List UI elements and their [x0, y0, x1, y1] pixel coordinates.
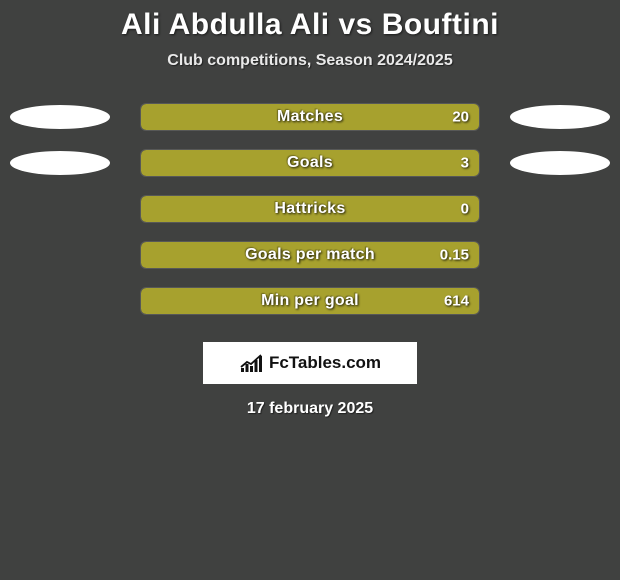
player2-value-placeholder [510, 105, 610, 129]
stat-row: Goals per match0.15 [0, 232, 620, 278]
comparison-panel: Ali Abdulla Ali vs Bouftini Club competi… [0, 0, 620, 418]
stat-row: Min per goal614 [0, 278, 620, 324]
stat-bar: Hattricks0 [140, 195, 480, 223]
player2-value-placeholder [510, 151, 610, 175]
stat-row: Goals3 [0, 140, 620, 186]
stat-bar: Goals3 [140, 149, 480, 177]
stat-value-player1: 614 [444, 293, 469, 310]
stat-bar-wrap: Matches20 [110, 103, 510, 131]
stat-bar: Matches20 [140, 103, 480, 131]
stat-label: Goals per match [141, 246, 479, 264]
stat-bar: Min per goal614 [140, 287, 480, 315]
brand-text: FcTables.com [269, 353, 381, 373]
stat-bar-wrap: Goals3 [110, 149, 510, 177]
stat-label: Hattricks [141, 200, 479, 218]
stat-rows: Matches20 Goals3 Hattricks0 Goals per match… [0, 94, 620, 324]
subtitle: Club competitions, Season 2024/2025 [0, 52, 620, 70]
chart-icon [239, 353, 263, 373]
stat-bar-wrap: Goals per match0.15 [110, 241, 510, 269]
player1-value-placeholder [10, 105, 110, 129]
stat-value-player1: 0.15 [440, 247, 469, 264]
stat-label: Goals [141, 154, 479, 172]
stat-bar-wrap: Min per goal614 [110, 287, 510, 315]
stat-row: Matches20 [0, 94, 620, 140]
brand-badge[interactable]: FcTables.com [203, 342, 417, 384]
stat-value-player1: 3 [461, 155, 469, 172]
stat-bar-wrap: Hattricks0 [110, 195, 510, 223]
vs-separator: vs [338, 8, 372, 41]
player2-name: Bouftini [382, 8, 499, 41]
stat-row: Hattricks0 [0, 186, 620, 232]
date-label: 17 february 2025 [0, 400, 620, 418]
stat-label: Matches [141, 108, 479, 126]
stat-value-player1: 0 [461, 201, 469, 218]
page-title: Ali Abdulla Ali vs Bouftini [0, 8, 620, 42]
stat-bar: Goals per match0.15 [140, 241, 480, 269]
stat-value-player1: 20 [452, 109, 469, 126]
player1-name: Ali Abdulla Ali [121, 8, 330, 41]
stat-label: Min per goal [141, 292, 479, 310]
player1-value-placeholder [10, 151, 110, 175]
